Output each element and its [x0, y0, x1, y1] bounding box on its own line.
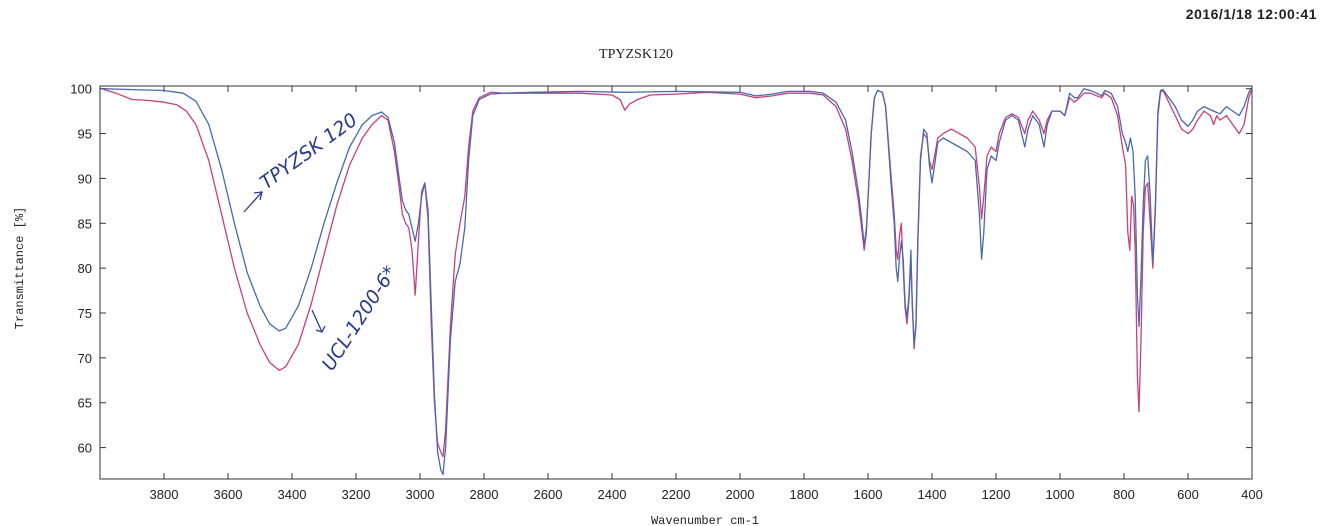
x-tick-label: 3000 [406, 487, 435, 502]
y-tick-label: 85 [78, 216, 92, 231]
x-tick-label: 1600 [854, 487, 883, 502]
annotation-label-1: TPYZSK 120 [256, 109, 362, 194]
x-tick-label: 2600 [534, 487, 563, 502]
plot-frame [99, 85, 1253, 480]
plot-border [99, 85, 1253, 480]
x-tick-label: 600 [1177, 487, 1199, 502]
y-tick-label: 75 [78, 306, 92, 321]
annotation-arrowhead-1 [253, 191, 263, 201]
y-tick-label: 90 [78, 171, 92, 186]
y-tick-label: 100 [70, 82, 92, 97]
x-tick-label: 400 [1241, 487, 1263, 502]
x-tick-label: 2000 [726, 487, 755, 502]
y-tick-label: 95 [78, 127, 92, 142]
x-tick-label: 3400 [278, 487, 307, 502]
y-tick-label: 70 [78, 351, 92, 366]
annotation-label-2: UCL-1200-6* [318, 262, 402, 375]
x-axis: 3800 3600 3400 3200 3000 2800 2600 2400 2200 2000… [150, 86, 1263, 502]
x-tick-label: 1400 [918, 487, 947, 502]
series-line-1 [101, 88, 1252, 476]
x-tick-label: 1800 [790, 487, 819, 502]
x-axis-label: Wavenumber cm-1 [651, 514, 759, 526]
y-tick-label: 60 [78, 441, 92, 456]
x-tick-label: 2800 [470, 487, 499, 502]
x-tick-label: 3200 [342, 487, 371, 502]
x-tick-label: 1200 [982, 487, 1011, 502]
annotation-arrow-2 [311, 309, 323, 333]
x-tick-label: 2400 [598, 487, 627, 502]
x-tick-label: 1000 [1046, 487, 1075, 502]
x-tick-label: 800 [1113, 487, 1135, 502]
x-tick-label: 2200 [662, 487, 691, 502]
annotation-arrowhead-2 [315, 325, 326, 333]
y-tick-label: 80 [78, 261, 92, 276]
y-axis-label: Transmittance [%] [13, 207, 27, 329]
timestamp: 2016/1/18 12:00:41 [1185, 6, 1317, 22]
y-axis: 60 65 70 75 80 85 90 95 100 [70, 82, 1252, 456]
x-tick-label: 3600 [214, 487, 243, 502]
x-tick-label: 3800 [150, 487, 179, 502]
chart-title: TPYZSK120 [599, 47, 673, 62]
series-line-2 [101, 88, 1253, 458]
annotation-group: TPYZSK 120 UCL-1200-6* [243, 109, 402, 375]
series-group [101, 88, 1253, 476]
annotation-arrow-1 [243, 191, 263, 213]
y-tick-label: 65 [78, 396, 92, 411]
